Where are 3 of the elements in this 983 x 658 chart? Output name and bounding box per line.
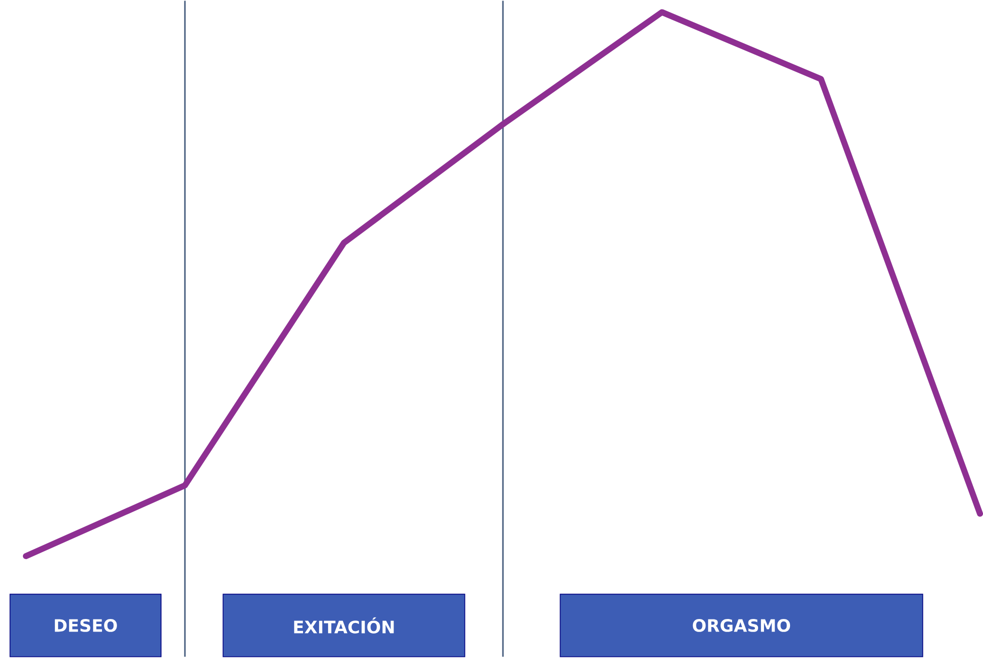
text: ORGASMO [692,619,790,632]
text: DESEO [54,619,117,632]
text: EXITACIÓN [294,618,394,634]
